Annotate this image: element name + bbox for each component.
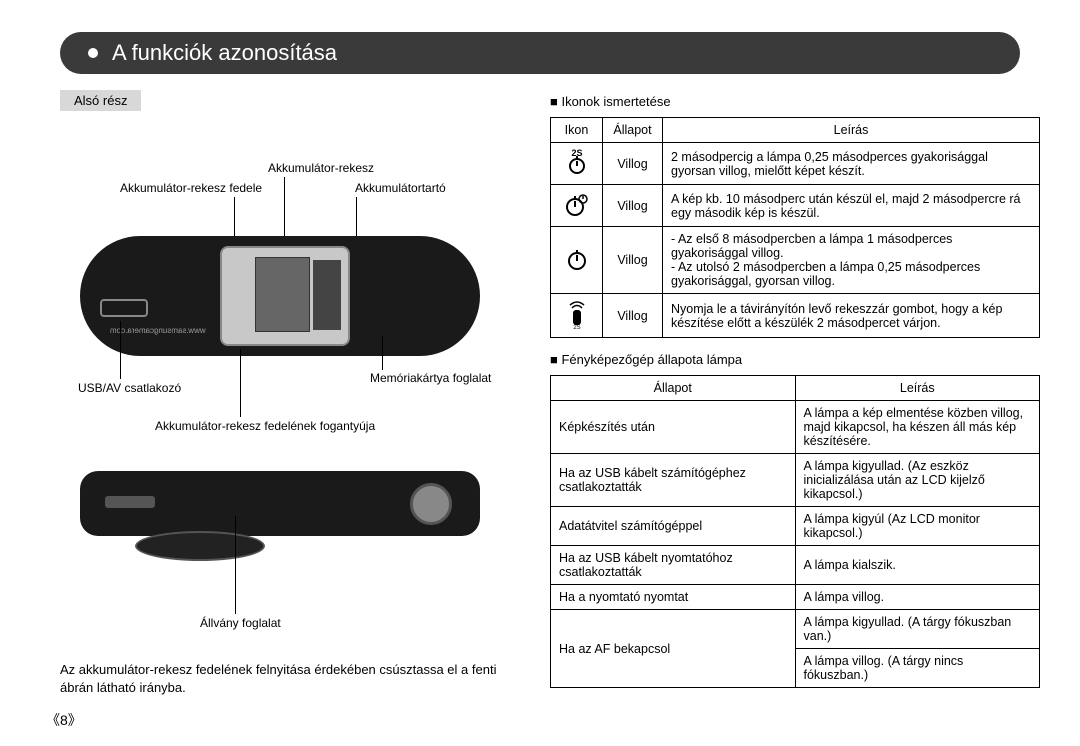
- label-tripod: Állvány foglalat: [200, 616, 281, 630]
- timer-icon: 2S: [551, 143, 603, 185]
- lamp-desc: A lámpa kigyullad. (A tárgy fókuszban va…: [795, 610, 1040, 649]
- icon-desc: - Az első 8 másodpercben a lámpa 1 másod…: [663, 227, 1040, 294]
- lamp-state: Ha az USB kábelt nyomtatóhoz csatlakozta…: [551, 546, 796, 585]
- label-memory-slot: Memóriakártya foglalat: [370, 371, 470, 385]
- th-state: Állapot: [603, 118, 663, 143]
- icon-desc: Nyomja le a távirányítón levő rekeszzár …: [663, 294, 1040, 338]
- title-bar: A funkciók azonosítása: [60, 32, 1020, 74]
- usb-port-icon: [100, 299, 148, 317]
- lamp-state: Adatátvitel számítógéppel: [551, 507, 796, 546]
- lamp-desc: A lámpa kigyúl (Az LCD monitor kikapcsol…: [795, 507, 1040, 546]
- icon-table: Ikon Állapot Leírás 2SVillog2 másodperci…: [550, 117, 1040, 338]
- label-cover-handle: Akkumulátor-rekesz fedelének fogantyúja: [155, 419, 375, 433]
- timer-icon: [551, 227, 603, 294]
- battery-slot: [255, 257, 310, 332]
- lamp-desc: A lámpa villog.: [795, 585, 1040, 610]
- top-slot: [105, 496, 155, 508]
- timer-icon: [551, 185, 603, 227]
- lamp-state: Ha az USB kábelt számítógéphez csatlakoz…: [551, 454, 796, 507]
- page-number: 《8》: [46, 710, 82, 730]
- lamp-table: Állapot Leírás Képkészítés utánA lámpa a…: [550, 375, 1040, 688]
- icon-state: Villog: [603, 143, 663, 185]
- icon-state: Villog: [603, 227, 663, 294]
- memory-slot: [313, 260, 341, 330]
- icon-desc: 2 másodpercig a lámpa 0,25 másodperces g…: [663, 143, 1040, 185]
- page-title: A funkciók azonosítása: [112, 40, 337, 66]
- icon-state: Villog: [603, 294, 663, 338]
- subhead-icons: ■ Ikonok ismertetése: [550, 94, 1040, 109]
- icon-desc: A kép kb. 10 másodperc után készül el, m…: [663, 185, 1040, 227]
- lamp-state: Képkészítés után: [551, 401, 796, 454]
- label-battery-compartment: Akkumulátor-rekesz: [268, 161, 374, 175]
- lamp-desc: A lámpa a kép elmentése közben villog, m…: [795, 401, 1040, 454]
- lens-ring: [135, 531, 265, 561]
- th2-state: Állapot: [551, 376, 796, 401]
- label-battery-cover: Akkumulátor-rekesz fedele: [120, 181, 262, 195]
- label-usb-av: USB/AV csatlakozó: [78, 381, 181, 395]
- lamp-desc: A lámpa kigyullad. (Az eszköz inicializá…: [795, 454, 1040, 507]
- camera-diagram: Akkumulátor-rekesz Akkumulátor-rekesz fe…: [60, 121, 520, 641]
- bottom-note: Az akkumulátor-rekesz fedelének felnyitá…: [60, 661, 520, 697]
- th-desc: Leírás: [663, 118, 1040, 143]
- label-battery-holder: Akkumulátortartó: [355, 181, 446, 195]
- lamp-desc: A lámpa kialszik.: [795, 546, 1040, 585]
- lamp-desc: A lámpa villog. (A tárgy nincs fókuszban…: [795, 649, 1040, 688]
- th2-desc: Leírás: [795, 376, 1040, 401]
- lamp-state: Ha az AF bekapcsol: [551, 610, 796, 688]
- section-label: Alsó rész: [60, 90, 141, 111]
- th-icon: Ikon: [551, 118, 603, 143]
- icon-state: Villog: [603, 185, 663, 227]
- timer-icon: 2S: [551, 294, 603, 338]
- lamp-state: Ha a nyomtató nyomtat: [551, 585, 796, 610]
- shutter-button: [410, 483, 452, 525]
- title-dot-icon: [88, 48, 98, 58]
- svg-text:2S: 2S: [573, 325, 580, 329]
- subhead-lamp: ■ Fényképezőgép állapota lámpa: [550, 352, 1040, 367]
- url-text: www.samsungcamera.com: [110, 326, 206, 335]
